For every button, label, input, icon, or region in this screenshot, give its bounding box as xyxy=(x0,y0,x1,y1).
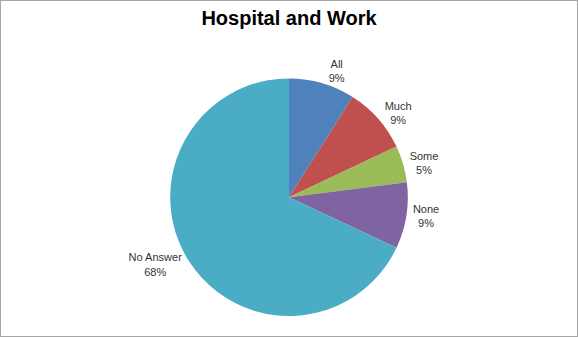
svg-text:Some5%: Some5% xyxy=(410,150,439,176)
svg-text:No Answer68%: No Answer68% xyxy=(129,251,183,277)
svg-text:None9%: None9% xyxy=(413,203,439,229)
svg-text:All9%: All9% xyxy=(329,58,345,84)
svg-text:Much9%: Much9% xyxy=(385,100,412,126)
svg-text:Hospital and Work: Hospital and Work xyxy=(201,7,377,29)
